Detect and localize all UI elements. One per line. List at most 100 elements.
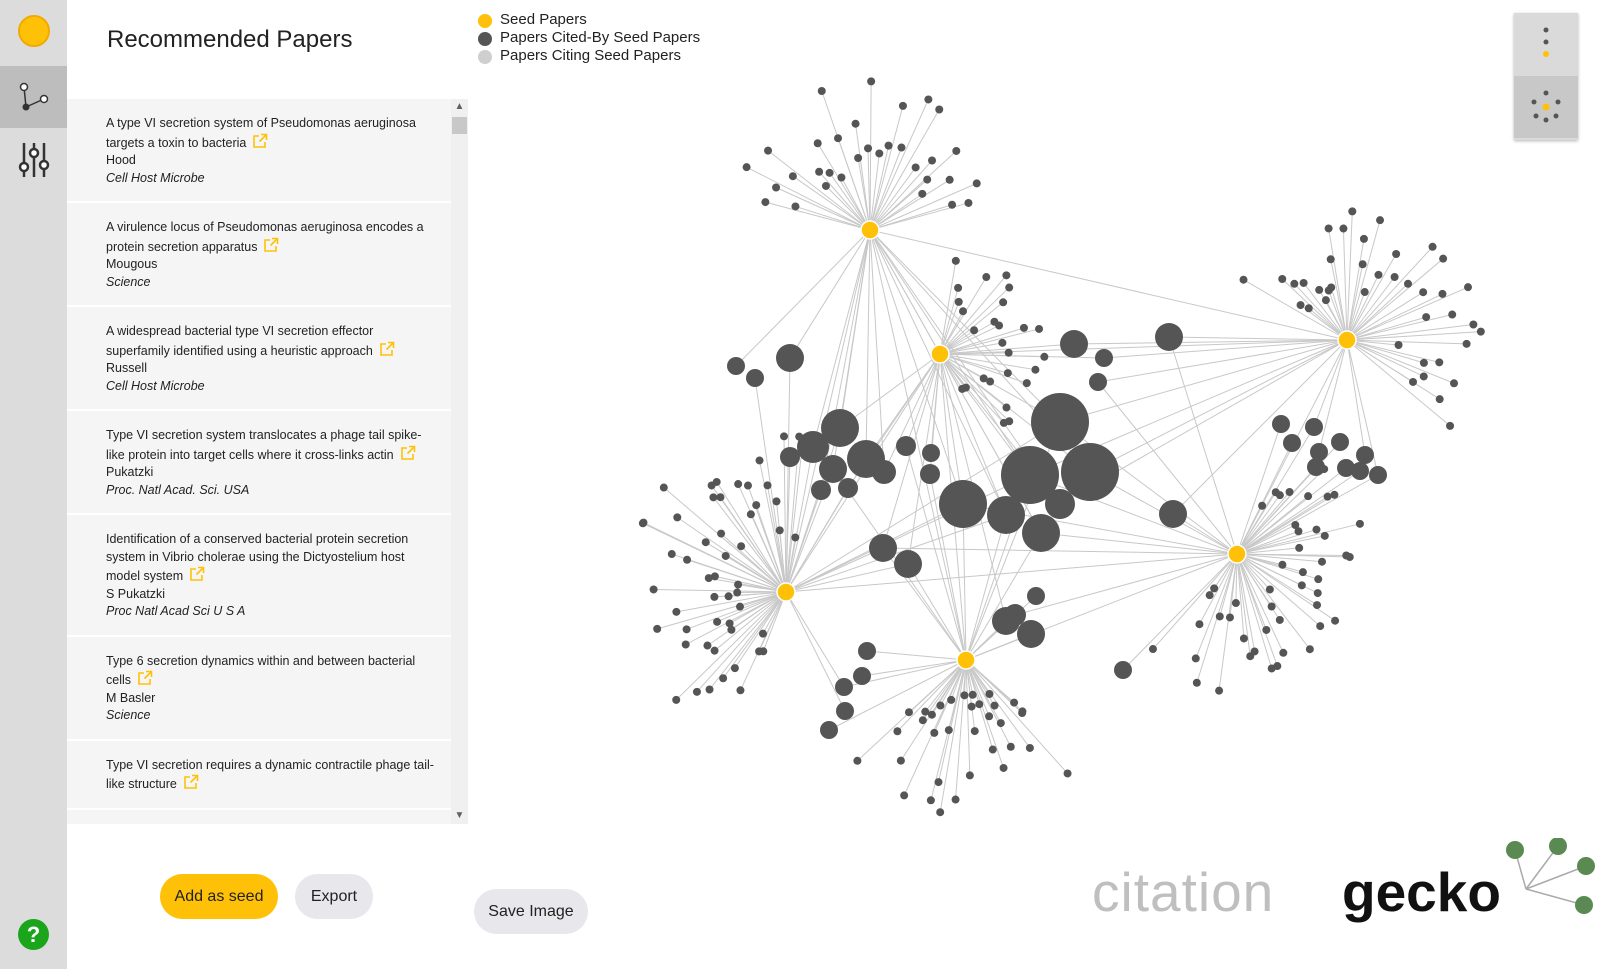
- paper-node[interactable]: [1231, 599, 1240, 608]
- paper-node[interactable]: [897, 143, 906, 152]
- paper-node[interactable]: [1002, 271, 1011, 280]
- paper-node[interactable]: [1448, 310, 1457, 319]
- paper-node[interactable]: [719, 674, 728, 683]
- paper-node[interactable]: [1031, 365, 1040, 374]
- paper-node[interactable]: [1450, 379, 1459, 388]
- seed-paper-node[interactable]: [776, 582, 796, 602]
- paper-node[interactable]: [1374, 270, 1383, 279]
- paper-node[interactable]: [672, 695, 681, 704]
- paper-node[interactable]: [928, 156, 937, 165]
- paper-node[interactable]: [1446, 421, 1455, 430]
- paper-node[interactable]: [772, 183, 781, 192]
- paper-node[interactable]: [999, 763, 1008, 772]
- paper-node[interactable]: [998, 338, 1007, 347]
- export-button[interactable]: Export: [295, 874, 373, 919]
- paper-node[interactable]: [1313, 601, 1322, 610]
- paper-node[interactable]: [1326, 255, 1335, 264]
- paper-node[interactable]: [743, 481, 752, 490]
- paper-node[interactable]: [1404, 279, 1413, 288]
- paper-node[interactable]: [988, 745, 997, 754]
- paper-node[interactable]: [1476, 327, 1485, 336]
- paper-node[interactable]: [1089, 373, 1107, 391]
- paper-node[interactable]: [1356, 446, 1374, 464]
- paper-node[interactable]: [1435, 395, 1444, 404]
- paper-node[interactable]: [780, 447, 800, 467]
- paper-node[interactable]: [1369, 466, 1387, 484]
- paper-node[interactable]: [730, 664, 739, 673]
- paper-node[interactable]: [1010, 698, 1019, 707]
- paper-node[interactable]: [1339, 224, 1348, 233]
- paper-node[interactable]: [1305, 418, 1323, 436]
- paper-node[interactable]: [1297, 581, 1306, 590]
- seed-paper-node[interactable]: [956, 650, 976, 670]
- paper-node[interactable]: [1267, 602, 1276, 611]
- paper-node[interactable]: [734, 480, 743, 489]
- paper-list-item[interactable]: Type 6 secretion dynamics within and bet…: [67, 637, 451, 741]
- paper-node[interactable]: [1294, 527, 1303, 536]
- paper-node[interactable]: [1299, 278, 1308, 287]
- paper-node[interactable]: [920, 464, 940, 484]
- rail-network-button[interactable]: [0, 66, 67, 128]
- paper-node[interactable]: [1003, 369, 1012, 378]
- paper-list-item[interactable]: Type VI secretion system translocates a …: [67, 411, 451, 515]
- network-view-button[interactable]: [1514, 76, 1578, 138]
- paper-node[interactable]: [710, 592, 719, 601]
- paper-node[interactable]: [1462, 339, 1471, 348]
- citation-network-graph[interactable]: [470, 60, 1510, 840]
- paper-node[interactable]: [1304, 492, 1313, 501]
- paper-node[interactable]: [1317, 557, 1326, 566]
- paper-node[interactable]: [819, 455, 847, 483]
- paper-node[interactable]: [1428, 242, 1437, 251]
- paper-node[interactable]: [1439, 254, 1448, 263]
- paper-node[interactable]: [918, 716, 927, 725]
- paper-node[interactable]: [1063, 769, 1072, 778]
- paper-node[interactable]: [884, 141, 893, 150]
- paper-node[interactable]: [1337, 459, 1355, 477]
- paper-node[interactable]: [1351, 462, 1369, 480]
- paper-node[interactable]: [1359, 234, 1368, 243]
- paper-node[interactable]: [742, 163, 751, 172]
- paper-node[interactable]: [1360, 288, 1369, 297]
- paper-node[interactable]: [952, 146, 961, 155]
- rail-filter-button[interactable]: [0, 129, 67, 191]
- paper-node[interactable]: [681, 640, 690, 649]
- external-link-icon[interactable]: [379, 341, 395, 357]
- paper-node[interactable]: [1258, 501, 1267, 510]
- paper-node[interactable]: [811, 480, 831, 500]
- paper-node[interactable]: [752, 501, 761, 510]
- paper-node[interactable]: [835, 678, 853, 696]
- paper-node[interactable]: [1313, 589, 1322, 598]
- paper-node[interactable]: [737, 542, 746, 551]
- paper-node[interactable]: [965, 771, 974, 780]
- paper-node[interactable]: [1291, 521, 1300, 530]
- paper-node[interactable]: [1345, 553, 1354, 562]
- paper-node[interactable]: [746, 510, 755, 519]
- seed-paper-node[interactable]: [860, 220, 880, 240]
- paper-node[interactable]: [864, 144, 873, 153]
- list-view-button[interactable]: [1514, 13, 1578, 75]
- paper-node[interactable]: [733, 588, 742, 597]
- paper-node[interactable]: [944, 726, 953, 735]
- paper-node[interactable]: [1022, 379, 1031, 388]
- paper-node[interactable]: [710, 646, 719, 655]
- paper-node[interactable]: [930, 728, 939, 737]
- paper-node[interactable]: [875, 149, 884, 158]
- paper-node[interactable]: [761, 198, 770, 207]
- paper-node[interactable]: [1296, 301, 1305, 310]
- paper-node[interactable]: [985, 690, 994, 699]
- paper-node[interactable]: [1027, 587, 1045, 605]
- paper-node[interactable]: [851, 119, 860, 128]
- paper-node[interactable]: [734, 580, 743, 589]
- seed-paper-node[interactable]: [1337, 330, 1357, 350]
- paper-node[interactable]: [894, 550, 922, 578]
- paper-node[interactable]: [872, 460, 896, 484]
- paper-node[interactable]: [649, 585, 658, 594]
- paper-node[interactable]: [867, 77, 876, 86]
- paper-node[interactable]: [1060, 330, 1088, 358]
- paper-node[interactable]: [672, 607, 681, 616]
- paper-node[interactable]: [1004, 348, 1013, 357]
- paper-node[interactable]: [1331, 616, 1340, 625]
- paper-node[interactable]: [1215, 612, 1224, 621]
- rail-seed-button[interactable]: [0, 0, 67, 62]
- paper-node[interactable]: [1327, 283, 1336, 292]
